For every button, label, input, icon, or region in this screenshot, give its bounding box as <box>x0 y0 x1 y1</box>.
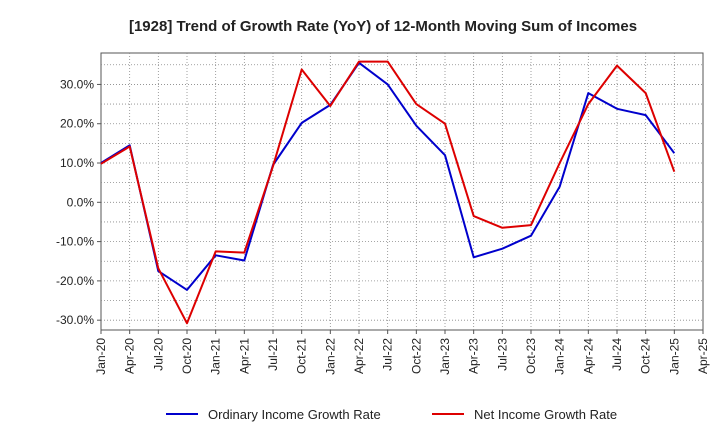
y-tick-label: 10.0% <box>60 156 94 170</box>
net-income-line <box>100 60 676 325</box>
x-tick-label: Jul-22 <box>381 338 395 371</box>
y-tick-label: -10.0% <box>56 235 94 249</box>
grid <box>101 53 703 330</box>
x-tick-label: Jan-21 <box>209 338 223 375</box>
x-tick-label: Jul-20 <box>151 338 165 371</box>
x-tick-label: Jan-24 <box>553 338 567 375</box>
plot-area <box>100 52 704 331</box>
chart-title: [1928] Trend of Growth Rate (YoY) of 12-… <box>129 18 637 35</box>
x-tick-label: Apr-23 <box>467 338 481 374</box>
x-tick-label: Apr-25 <box>696 338 710 374</box>
x-tick-label: Oct-20 <box>180 338 194 374</box>
legend: Ordinary Income Growth Rate Net Income Gr… <box>166 407 617 422</box>
x-tick-label: Jul-24 <box>610 338 624 371</box>
x-tick-label: Apr-20 <box>123 338 137 374</box>
legend-label: Net Income Growth Rate <box>474 407 617 422</box>
x-tick-label: Apr-24 <box>581 338 595 374</box>
series-group <box>100 60 676 325</box>
x-tick-label: Jul-21 <box>266 338 280 371</box>
x-tick-label: Oct-21 <box>295 338 309 374</box>
y-tick-label: 0.0% <box>67 195 95 209</box>
x-axis: Jan-20 Apr-20 Jul-20 Oct-20 Jan-21 Apr-21 Jul-… <box>94 330 710 375</box>
y-tick-label: -30.0% <box>56 313 94 327</box>
x-tick-label: Jul-23 <box>495 338 509 371</box>
x-tick-label: Jan-20 <box>94 338 108 375</box>
legend-label: Ordinary Income Growth Rate <box>208 407 381 422</box>
x-tick-label: Apr-21 <box>237 338 251 374</box>
x-tick-label: Jan-22 <box>323 338 337 375</box>
x-tick-label: Jan-23 <box>438 338 452 375</box>
x-tick-label: Apr-22 <box>352 338 366 374</box>
x-tick-label: Jan-25 <box>667 338 681 375</box>
y-tick-label: 30.0% <box>60 77 94 91</box>
y-tick-label: 20.0% <box>60 117 94 131</box>
x-tick-label: Oct-22 <box>409 338 423 374</box>
y-tick-label: -20.0% <box>56 274 94 288</box>
x-tick-label: Oct-23 <box>524 338 538 374</box>
x-tick-label: Oct-24 <box>639 338 653 374</box>
y-axis: 30.0% 20.0% 10.0% 0.0% -10.0% -20.0% -30.0% <box>56 77 101 327</box>
